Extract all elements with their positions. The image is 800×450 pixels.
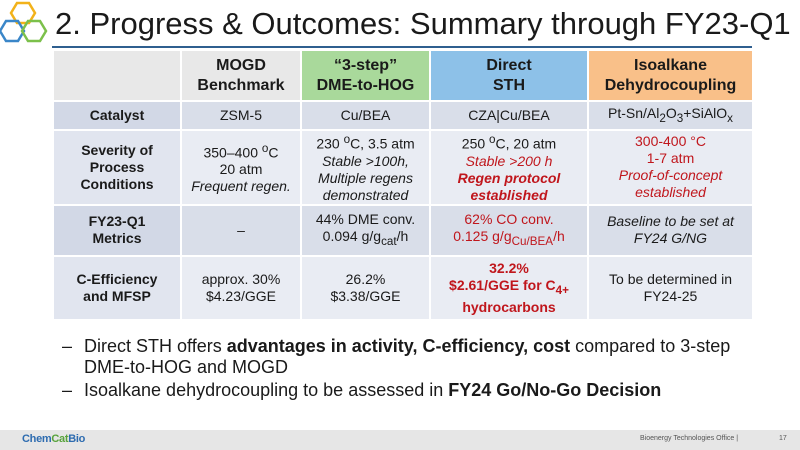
bullet-text: Direct STH offers advantages in activity… [84,336,731,377]
row-label-efficiency: C-Efficiency and MFSP [52,254,182,321]
bullet-dash: – [62,380,73,400]
cell-catalyst-mogd: ZSM-5 [180,100,302,131]
row-label-metrics: FY23-Q1 Metrics [52,203,182,257]
title-underline [52,46,752,48]
bullet-item: – Direct STH offers advantages in activi… [62,336,762,378]
cell-metrics-iso: Baseline to be set at FY24 G/NG [587,203,754,257]
cell-severity-dme: 230 oC, 3.5 atm Stable >100h, Multiple r… [300,129,431,206]
bullet-text: Isoalkane dehydrocoupling to be assessed… [84,380,662,400]
row-label-severity: Severity of Process Conditions [52,129,182,206]
hexagon-logo [0,1,48,43]
header-blank-cell [52,49,182,102]
table-row: FY23-Q1 Metrics – 44% DME conv. 0.094 g/… [52,203,754,257]
cell-metrics-mogd: – [180,203,302,257]
cell-metrics-dme: 44% DME conv. 0.094 g/gcat/h [300,203,431,257]
table-row: Catalyst ZSM-5 Cu/BEA CZA|Cu/BEA Pt-Sn/A… [52,100,754,131]
table-row: Severity of Process Conditions 350–400 o… [52,129,754,206]
cell-efficiency-mogd: approx. 30% $4.23/GGE [180,254,302,321]
cell-catalyst-iso: Pt-Sn/Al2O3+SiAlOx [587,100,754,131]
office-label: Bioenergy Technologies Office | [640,435,739,442]
hexagon-green [20,19,48,43]
footer-bar: ChemCatBio Bioenergy Technologies Office… [0,430,800,450]
row-label-catalyst: Catalyst [52,100,182,131]
cell-efficiency-iso: To be determined in FY24-25 [587,254,754,321]
header-row: MOGD Benchmark “3-step” DME-to-HOG Direc… [52,49,754,102]
cell-severity-mogd: 350–400 oC 20 atm Frequent regen. [180,129,302,206]
bullet-item: – Isoalkane dehydrocoupling to be assess… [62,380,762,401]
bullet-dash: – [62,336,73,356]
chemcatbio-logo: ChemCatBio [22,433,86,445]
comparison-table: MOGD Benchmark “3-step” DME-to-HOG Direc… [52,49,754,321]
hexagon-blue [0,19,26,43]
header-dme-to-hog: “3-step” DME-to-HOG [300,49,431,102]
page-number: 17 [779,435,787,442]
cell-severity-sth: 250 oC, 20 atm Stable >200 h Regen proto… [429,129,589,206]
cell-metrics-sth: 62% CO conv. 0.125 g/gCu/BEA/h [429,203,589,257]
bullet-list: – Direct STH offers advantages in activi… [62,336,762,403]
slide-title: 2. Progress & Outcomes: Summary through … [55,6,791,41]
table-row: C-Efficiency and MFSP approx. 30% $4.23/… [52,254,754,321]
header-isoalkane: Isoalkane Dehydrocoupling [587,49,754,102]
header-mogd: MOGD Benchmark [180,49,302,102]
cell-severity-iso: 300-400 °C 1-7 atm Proof-of-concept esta… [587,129,754,206]
cell-efficiency-sth: 32.2% $2.61/GGE for C4+ hydrocarbons [429,254,589,321]
hexagon-yellow [9,1,37,25]
cell-catalyst-sth: CZA|Cu/BEA [429,100,589,131]
header-direct-sth: Direct STH [429,49,589,102]
cell-efficiency-dme: 26.2% $3.38/GGE [300,254,431,321]
cell-catalyst-dme: Cu/BEA [300,100,431,131]
